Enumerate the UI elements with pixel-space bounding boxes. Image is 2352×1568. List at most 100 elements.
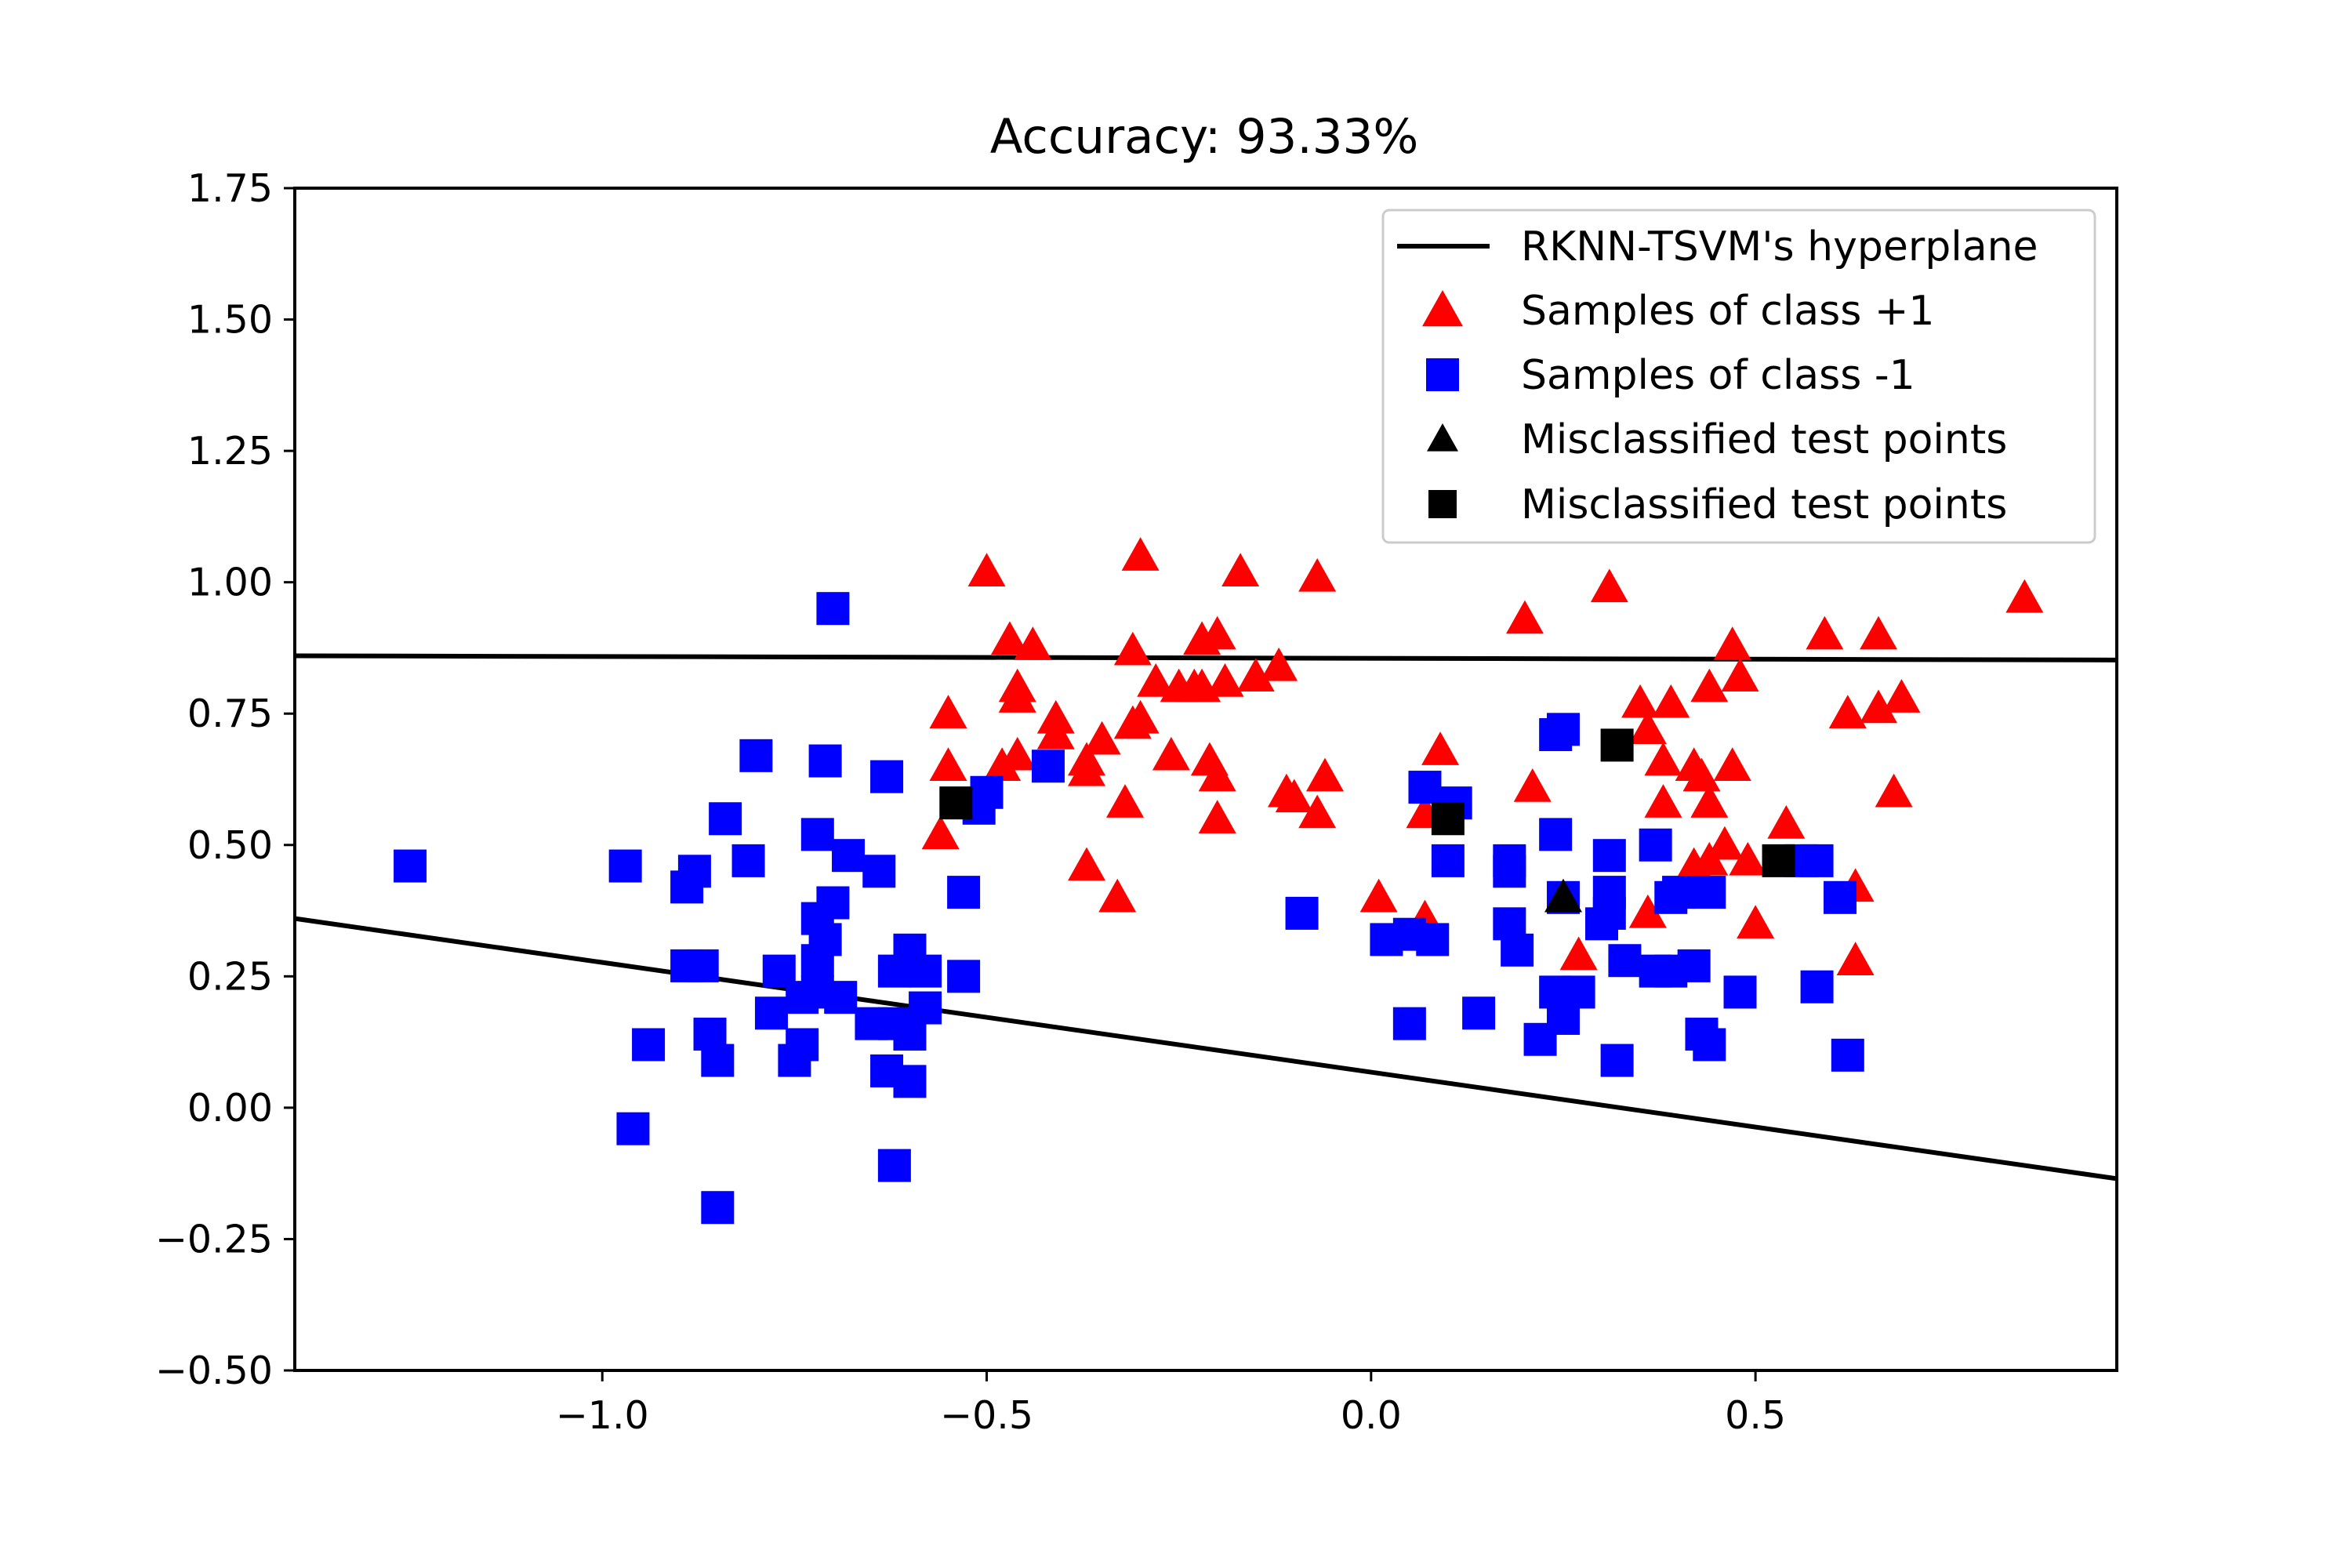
square-point-s1-8: [608, 849, 642, 883]
triangle-point-s0-62: [1198, 800, 1236, 833]
triangle-point-s0-27: [1652, 684, 1690, 718]
legend-label: Samples of class +1: [1521, 288, 1935, 335]
square-point-s1-82: [1600, 1044, 1634, 1077]
square-point-s1-74: [1800, 844, 1834, 877]
triangle-point-s0-43: [929, 747, 967, 781]
square-point-s1-11: [709, 802, 742, 836]
triangle-point-s0-4: [1590, 568, 1628, 603]
triangle-point-s0-73: [1737, 905, 1775, 939]
triangle-point-s0-5: [2005, 579, 2044, 613]
hyperplanes: [295, 653, 2117, 1181]
legend-triangle-swatch: [1422, 290, 1463, 327]
triangle-point-s0-42: [983, 747, 1022, 781]
triangle-point-s0-21: [1206, 663, 1244, 697]
square-point-s1-3: [870, 760, 904, 793]
y-tick-label: 0.75: [187, 691, 273, 736]
square-point-s1-59: [1639, 828, 1672, 862]
square-point-s1-84: [1693, 1028, 1726, 1062]
triangle-point-s0-13: [1860, 615, 1898, 650]
square-point-s1-12: [731, 844, 765, 877]
triangle-point-s0-28: [1828, 695, 1867, 728]
triangle-point-s0-6: [1505, 600, 1544, 634]
triangle-point-s0-70: [1359, 878, 1398, 913]
hyperplane-lower: [295, 916, 2117, 1181]
legend-label: Misclassified test points: [1521, 481, 2007, 528]
y-tick-label: 0.50: [187, 823, 273, 868]
square-point-s1-15: [862, 855, 896, 888]
y-tick-label: 0.25: [187, 954, 273, 999]
square-point-s1-45: [701, 1191, 735, 1225]
triangle-point-s0-3: [1298, 557, 1337, 592]
triangle-point-s0-14: [1713, 626, 1751, 660]
triangle-point-s0-22: [1236, 658, 1275, 692]
legend-label: Misclassified test points: [1521, 416, 2007, 463]
legend-square-swatch: [1426, 358, 1459, 391]
triangle-point-s0-53: [1682, 757, 1721, 792]
triangle-point-s0-75: [1559, 936, 1598, 971]
triangle-point-s0-26: [1621, 684, 1660, 718]
x-axis: −1.0 −0.5 0.0 0.5: [556, 1370, 1786, 1438]
triangle-point-s0-49: [1513, 768, 1552, 802]
square-point-s1-54: [1493, 844, 1526, 877]
triangle-point-s0-44: [1198, 757, 1236, 792]
triangle-point-s0-48: [1421, 731, 1460, 765]
legend-square-swatch: [1428, 490, 1457, 518]
square-point-s1-13: [800, 818, 834, 851]
triangle-point-s0-58: [1705, 826, 1744, 860]
legend-box: [1381, 209, 2096, 544]
triangle-point-s0-17: [1137, 663, 1175, 697]
square-point-s1-29: [824, 981, 858, 1014]
legend-label: Samples of class -1: [1521, 352, 1915, 399]
square-point-s3-3: [1762, 844, 1795, 877]
square-point-s1-38: [701, 1044, 735, 1077]
triangle-point-s0-56: [1644, 784, 1682, 818]
square-point-s1-71: [1662, 876, 1696, 909]
triangle-point-s0-16: [998, 679, 1036, 713]
triangle-point-s0-54: [1713, 747, 1751, 781]
triangle-point-s0-11: [1113, 631, 1152, 666]
triangle-point-s0-59: [1767, 804, 1806, 839]
square-point-s1-69: [1677, 949, 1711, 982]
x-tick-label: −0.5: [940, 1393, 1033, 1438]
square-point-s1-50: [1408, 771, 1442, 804]
triangle-point-s0-25: [1721, 658, 1759, 692]
square-point-s1-57: [1539, 818, 1573, 851]
y-tick-label: −0.50: [155, 1348, 273, 1393]
square-point-s1-26: [909, 954, 942, 988]
triangle-point-s0-46: [1275, 779, 1313, 813]
square-point-s1-7: [394, 849, 427, 883]
legend-label: RKNN-TSVM's hyperplane: [1521, 223, 2038, 270]
square-point-s1-21: [685, 949, 719, 982]
triangle-point-s0-29: [1860, 689, 1898, 724]
square-point-s1-2: [808, 744, 842, 778]
triangle-point-s0-10: [1198, 615, 1236, 650]
square-point-s1-4: [1031, 750, 1065, 783]
square-point-s1-0: [816, 592, 850, 626]
triangle-point-s0-51: [1644, 742, 1682, 776]
x-tick-label: 0.0: [1341, 1393, 1402, 1438]
square-point-s1-86: [1800, 970, 1834, 1004]
data-points: [394, 537, 2044, 1225]
square-point-s1-42: [893, 1065, 927, 1098]
triangle-point-s0-7: [990, 621, 1029, 655]
triangle-point-s0-34: [1083, 720, 1121, 755]
triangle-point-s0-40: [1068, 752, 1106, 786]
y-tick-label: 1.50: [187, 298, 273, 343]
square-point-s1-79: [1523, 1022, 1557, 1056]
triangle-point-s0-36: [1113, 705, 1152, 739]
triangle-point-s0-60: [921, 815, 960, 850]
square-point-s1-35: [909, 991, 942, 1025]
triangle-point-s0-24: [1690, 668, 1729, 702]
triangle-point-s2-0: [1544, 878, 1582, 913]
square-point-s1-56: [1546, 713, 1580, 746]
triangle-point-s0-68: [1068, 847, 1106, 881]
square-point-s1-49: [1416, 923, 1450, 956]
triangle-point-s0-67: [1729, 841, 1767, 876]
triangle-point-s0-2: [1221, 553, 1260, 586]
triangle-point-s0-72: [1628, 894, 1667, 928]
y-axis: −0.50 −0.25 0.00 0.25 0.50 0.75 1.00 1.25 1.50 1.…: [155, 166, 295, 1393]
square-point-s1-23: [800, 944, 834, 978]
triangle-point-s0-23: [1260, 647, 1298, 681]
square-point-s1-14: [832, 839, 866, 873]
